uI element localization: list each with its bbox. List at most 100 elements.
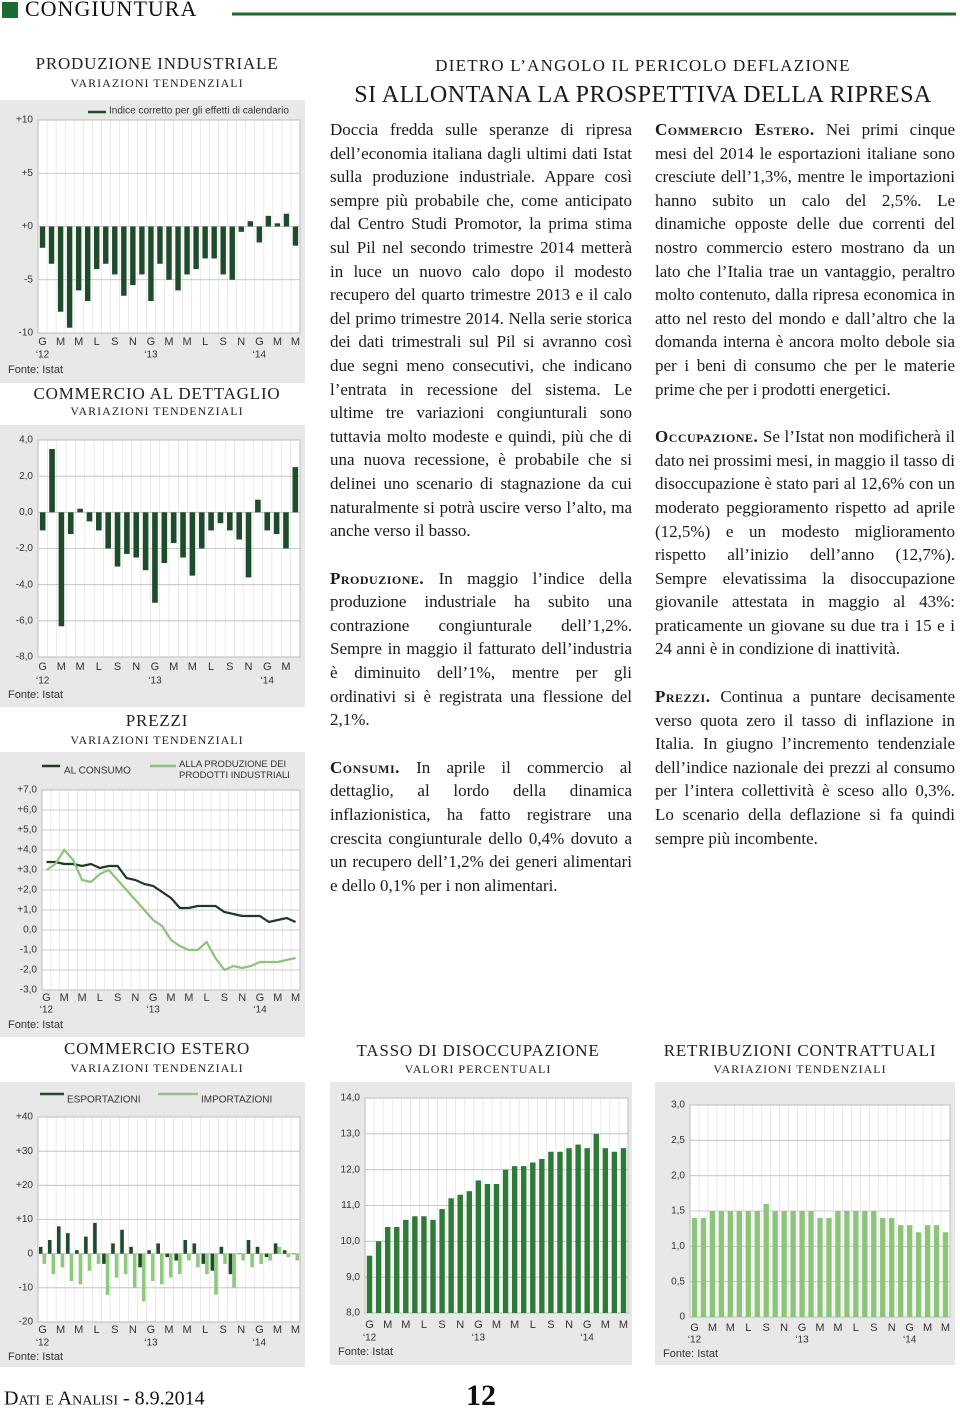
bar — [105, 1253, 110, 1295]
bar — [906, 1225, 913, 1317]
bar — [283, 213, 290, 227]
bar — [56, 1226, 61, 1254]
x-tick-label: M — [166, 992, 175, 1004]
bar — [94, 226, 100, 270]
x-tick-label: M — [273, 336, 282, 348]
x-tick-label: L — [208, 661, 214, 673]
x-tick-label: S — [221, 992, 228, 1004]
x-tick-label: S — [111, 1324, 118, 1336]
x-tick-label: M — [74, 336, 83, 348]
bar — [412, 1216, 418, 1313]
bar — [691, 1218, 698, 1317]
x-tick-label: M — [291, 336, 300, 348]
bar — [844, 1211, 850, 1317]
x-group-label: ‘12 — [36, 676, 50, 687]
bar — [96, 1253, 101, 1264]
bar — [889, 1218, 895, 1317]
bar — [277, 1246, 282, 1254]
x-tick-label: N — [888, 1322, 896, 1334]
bar — [103, 226, 109, 264]
bar — [273, 512, 280, 535]
x-group-label: ‘13 — [148, 676, 162, 687]
x-tick-label: M — [833, 1322, 842, 1334]
bar — [112, 226, 118, 275]
bar — [124, 512, 130, 554]
y-tick-label: +7,0 — [17, 785, 37, 796]
chart-subtitle: VARIAZIONI TENDENZIALI — [713, 1062, 886, 1076]
y-tick-label: -8,0 — [16, 652, 34, 663]
x-group-label: ‘12 — [36, 350, 50, 361]
x-tick-label: S — [547, 1319, 554, 1331]
bar — [566, 1148, 572, 1313]
bar — [246, 1240, 251, 1254]
x-tick-label: M — [601, 1319, 610, 1331]
y-tick-label: +0 — [22, 221, 34, 232]
bar — [227, 512, 233, 531]
bar — [47, 1240, 52, 1254]
y-tick-label: +40 — [16, 1112, 33, 1123]
x-tick-label: M — [182, 1324, 191, 1336]
bar — [763, 1203, 769, 1317]
source: Fonte: Istat — [8, 689, 63, 701]
bar — [264, 1253, 269, 1258]
x-tick-label: S — [114, 992, 121, 1004]
bar — [229, 226, 235, 280]
x-group-label: ‘13 — [144, 350, 158, 361]
bar — [457, 1194, 463, 1313]
bar — [236, 512, 242, 540]
bar — [745, 1211, 751, 1317]
y-tick-label: -3,0 — [20, 985, 38, 996]
paragraph: Commercio Estero. Nei primi cinque mesi … — [655, 118, 955, 401]
x-tick-label: S — [870, 1322, 877, 1334]
bar — [291, 1253, 296, 1255]
bar — [69, 1253, 74, 1281]
x-tick-label: G — [38, 1324, 47, 1336]
bar — [245, 512, 252, 578]
bar — [736, 1211, 742, 1317]
bar — [159, 1253, 164, 1285]
y-tick-label: 0,0 — [23, 925, 37, 936]
y-tick-label: +10 — [16, 1214, 33, 1225]
bar — [77, 508, 83, 513]
x-tick-label: N — [129, 1324, 137, 1336]
x-tick-label: G — [798, 1322, 807, 1334]
bar — [187, 1253, 191, 1261]
bar — [772, 1211, 778, 1317]
bar — [539, 1158, 545, 1313]
chart-title: RETRIBUZIONI CONTRATTUALI — [664, 1041, 937, 1060]
x-group-label: ‘12 — [40, 1005, 54, 1016]
x-group-label: ‘14 — [903, 1335, 917, 1346]
chart-title: TASSO DI DISOCCUPAZIONE — [356, 1041, 599, 1060]
y-tick-label: +5,0 — [17, 825, 37, 836]
x-tick-label: G — [255, 1324, 264, 1336]
y-tick-label: +20 — [16, 1180, 33, 1191]
x-group-label: ‘13 — [144, 1338, 158, 1349]
bar — [273, 1243, 278, 1254]
x-group-label: ‘14 — [581, 1333, 595, 1344]
bar — [790, 1211, 796, 1317]
y-tick-label: 0,5 — [671, 1276, 685, 1287]
y-tick-label: 14,0 — [341, 1093, 361, 1104]
paragraph: Occupazione. Se l’Istat non modificherà … — [655, 425, 955, 661]
y-tick-label: +30 — [16, 1146, 33, 1157]
bar — [259, 1253, 263, 1264]
x-tick-label: L — [202, 1324, 208, 1336]
bar — [205, 1253, 209, 1275]
x-tick-label: G — [147, 336, 156, 348]
bar — [114, 1253, 119, 1278]
bar — [826, 1218, 832, 1317]
legend-label: Indice corretto per gli effetti di calen… — [109, 106, 289, 117]
bar — [166, 226, 172, 280]
x-tick-label: M — [923, 1322, 932, 1334]
y-tick-label: 9,0 — [346, 1272, 360, 1283]
y-tick-label: 11,0 — [341, 1200, 360, 1211]
headline: SI ALLONTANA LA PROSPETTIVA DELLA RIPRES… — [354, 82, 932, 108]
x-tick-label: N — [132, 661, 140, 673]
bar — [139, 226, 145, 275]
bar — [548, 1151, 554, 1313]
x-tick-label: S — [220, 1324, 227, 1336]
x-tick-label: N — [456, 1319, 464, 1331]
bar — [292, 226, 299, 246]
bar — [584, 1148, 590, 1313]
bar — [66, 1233, 70, 1254]
